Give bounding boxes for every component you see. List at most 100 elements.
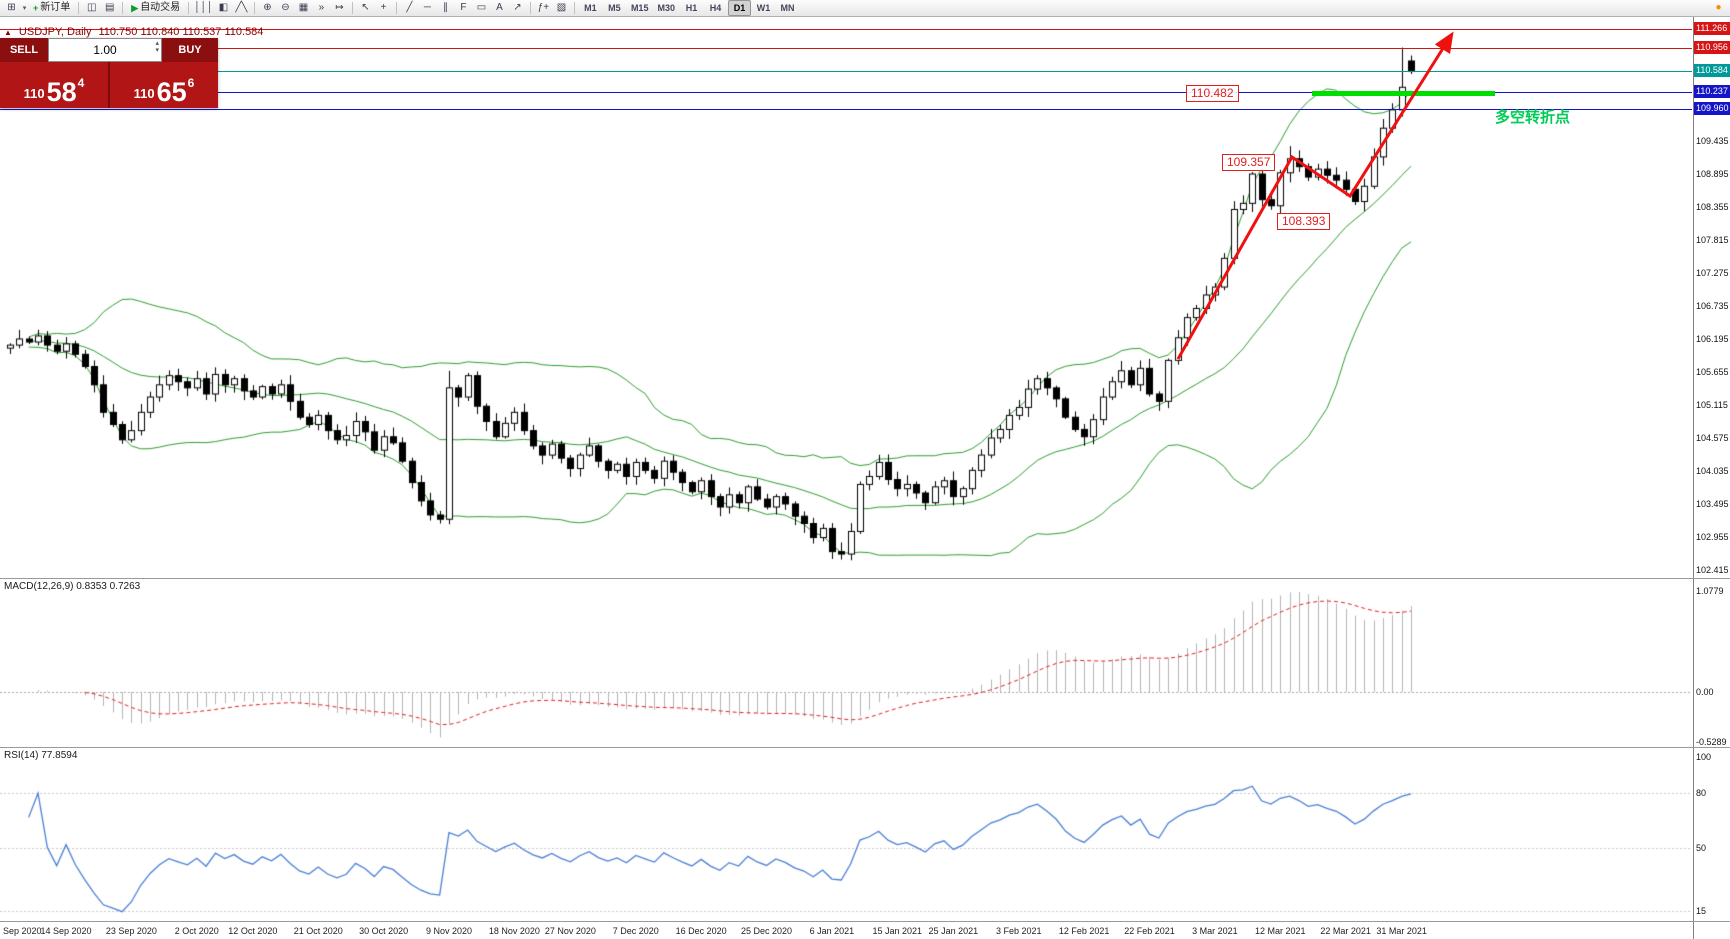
swing-high-price-box[interactable]: 109.357 <box>1222 154 1276 171</box>
symbol-title: USDJPY, Daily <box>18 26 92 38</box>
text-icon[interactable]: A <box>496 2 503 13</box>
line-chart-icon[interactable]: ╱╲ <box>235 2 248 13</box>
chart-panel: 110.482 109.357 108.393 多空转折点 ▲ USDJPY, … <box>0 16 1730 939</box>
rsi-panel-separator[interactable] <box>0 747 1730 748</box>
price-chart-canvas[interactable] <box>0 16 1730 939</box>
price-axis[interactable]: 111.266 110.956 110.584 110.237 109.960 109.4… <box>1693 16 1730 939</box>
date-tick-label: 31 Mar 2021 <box>1376 926 1427 936</box>
status-dot-icon[interactable]: ● <box>1715 2 1722 13</box>
date-tick-label: 14 Sep 2020 <box>40 926 92 936</box>
timeframe-button-m1[interactable]: M1 <box>584 3 597 13</box>
sell-price-button[interactable]: 110 58 4 <box>0 62 110 108</box>
buy-price-pips: 65 <box>156 77 187 107</box>
volume-down-icon[interactable]: ▾ <box>155 47 159 54</box>
sell-price-base: 110 <box>23 86 45 101</box>
timeframe-button-w1[interactable]: W1 <box>756 3 771 13</box>
bar-chart-icon[interactable]: │││ <box>194 2 213 13</box>
one-click-trading-panel: SELL 1.00 ▴ ▾ BUY 110 58 4 110 65 6 <box>0 38 218 108</box>
price-tick-label: 108.895 <box>1696 169 1729 179</box>
date-tick-label: 27 Nov 2020 <box>544 926 596 936</box>
date-tick-label: 21 Oct 2020 <box>293 926 343 936</box>
timeframe-button-m5[interactable]: M5 <box>608 3 621 13</box>
new-chart-caret-icon[interactable]: ▾ <box>22 5 27 12</box>
buy-price-base: 110 <box>133 86 155 101</box>
auto-scroll-icon[interactable]: » <box>318 2 325 13</box>
price-level-line-109.960[interactable] <box>0 109 1692 110</box>
price-level-label: 110.956 <box>1694 41 1730 54</box>
indicators-icon[interactable]: ƒ+ <box>537 2 550 13</box>
new-chart-icon[interactable]: ⊞ <box>7 2 16 13</box>
toolbar-separator <box>573 2 575 14</box>
resistance-price-box[interactable]: 110.482 <box>1186 85 1239 102</box>
price-tick-label: 108.355 <box>1696 202 1729 212</box>
tile-windows-icon[interactable]: ▦ <box>298 2 309 13</box>
support-resistance-line[interactable] <box>1312 91 1495 96</box>
timeframe-button-h4[interactable]: H4 <box>709 3 722 13</box>
auto-trading-button-label: 自动交易 <box>140 2 181 13</box>
chart-window-icon[interactable]: ◫ <box>87 2 97 13</box>
price-level-line-110.584[interactable] <box>0 71 1692 72</box>
volume-field[interactable]: 1.00 ▴ ▾ <box>48 38 162 62</box>
price-level-label: 110.237 <box>1694 85 1730 98</box>
price-tick-label: 107.275 <box>1696 268 1729 278</box>
toolbar-separator <box>529 2 531 14</box>
cursor-icon[interactable]: ↖ <box>361 2 370 13</box>
profiles-icon[interactable]: ▤ <box>105 2 115 13</box>
date-tick-label: 18 Nov 2020 <box>488 926 540 936</box>
uptick-icon: ▲ <box>4 28 12 37</box>
date-tick-label: 7 Dec 2020 <box>612 926 659 936</box>
date-axis[interactable]: Sep 2020 14 Sep 2020 23 Sep 2020 2 Oct 2020… <box>0 924 1692 939</box>
price-level-label: 110.584 <box>1694 64 1730 77</box>
timeframe-button-d1[interactable]: D1 <box>727 0 751 16</box>
turning-point-label[interactable]: 多空转折点 <box>1495 109 1571 126</box>
price-level-label: 111.266 <box>1694 22 1730 35</box>
date-tick-label: 16 Dec 2020 <box>675 926 727 936</box>
price-tick-label: 106.735 <box>1696 301 1729 311</box>
price-tick-label: 102.955 <box>1696 532 1729 542</box>
templates-icon[interactable]: ▧ <box>556 2 567 13</box>
horizontal-line-icon[interactable]: ─ <box>423 2 431 13</box>
trendline-icon[interactable]: ╱ <box>406 2 413 13</box>
price-level-line-110.956[interactable] <box>0 48 1692 49</box>
macd-panel-separator[interactable] <box>0 578 1730 579</box>
buy-button[interactable]: BUY <box>162 38 218 62</box>
date-tick-label: 6 Jan 2021 <box>809 926 855 936</box>
shapes-icon[interactable]: ▭ <box>476 2 487 13</box>
date-tick-label: 30 Oct 2020 <box>359 926 409 936</box>
volume-stepper[interactable]: ▴ ▾ <box>155 40 159 54</box>
swing-low-price-box[interactable]: 108.393 <box>1277 213 1331 230</box>
price-level-line-111.266[interactable] <box>0 29 1692 30</box>
timeframe-button-m15[interactable]: M15 <box>630 3 649 13</box>
new-order-button[interactable]: + 新订单 <box>29 0 74 16</box>
equidistant-channel-icon[interactable]: ∥ <box>442 2 448 13</box>
price-tick-label: 105.115 <box>1696 400 1728 410</box>
toolbar: ⊞ ▾ + 新订单 ◫ ▤ ▶ 自动交易 │││ ◧ ╱╲ ⊕ ⊖ ▦ » ↦ ↖ + ╱ ─ ∥ F ▭ A ↗ ƒ+ ▧ M1 M5… <box>0 0 1730 17</box>
timeframe-button-m30[interactable]: M30 <box>657 3 675 13</box>
zoom-out-icon[interactable]: ⊖ <box>281 2 290 13</box>
date-tick-label: 12 Mar 2021 <box>1254 926 1306 936</box>
new-order-button-label: 新订单 <box>40 2 71 13</box>
fibonacci-icon[interactable]: F <box>460 2 467 13</box>
price-level-label: 109.960 <box>1694 102 1730 115</box>
volume-up-icon[interactable]: ▴ <box>155 40 159 47</box>
zoom-in-icon[interactable]: ⊕ <box>263 2 272 13</box>
auto-trading-button[interactable]: ▶ 自动交易 <box>127 0 184 16</box>
sell-button[interactable]: SELL <box>0 38 48 62</box>
date-tick-label: Sep 2020 <box>3 926 42 936</box>
price-level-line-110.237[interactable] <box>0 92 1692 93</box>
rsi-axis-label: 15 <box>1696 906 1707 916</box>
crosshair-icon[interactable]: + <box>380 2 387 13</box>
chart-shift-icon[interactable]: ↦ <box>335 2 344 13</box>
date-tick-label: 25 Jan 2021 <box>928 926 979 936</box>
price-tick-label: 102.415 <box>1696 565 1729 575</box>
price-tick-label: 104.035 <box>1696 466 1729 476</box>
arrow-tools-icon[interactable]: ↗ <box>513 2 522 13</box>
timeframe-button-h1[interactable]: H1 <box>685 3 698 13</box>
date-tick-label: 22 Feb 2021 <box>1124 926 1175 936</box>
buy-price-button[interactable]: 110 65 6 <box>110 62 218 108</box>
candlestick-chart-icon[interactable]: ◧ <box>218 2 229 13</box>
buy-price-frac: 6 <box>187 76 195 90</box>
timeframe-button-mn[interactable]: MN <box>780 3 795 13</box>
toolbar-separator <box>395 2 397 14</box>
